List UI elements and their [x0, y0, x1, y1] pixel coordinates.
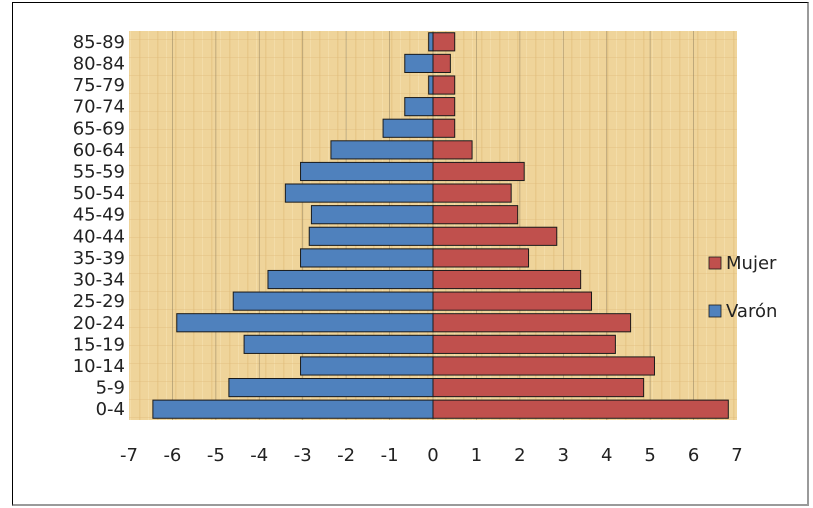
x-tick-label: -4 [250, 445, 268, 466]
bar-varon-85-89 [428, 32, 434, 52]
bar-mujer-75-79 [432, 75, 456, 95]
x-tick-label: 0 [427, 445, 438, 466]
legend-swatch [708, 256, 722, 270]
gridlines [172, 31, 694, 420]
category-label: 10-14 [73, 356, 125, 377]
category-label: 5-9 [96, 378, 125, 399]
x-tick-label: 3 [558, 445, 569, 466]
category-label: 70-74 [73, 97, 125, 118]
legend-label: Varón [726, 301, 777, 322]
bar-mujer-35-39 [432, 248, 530, 268]
bar-mujer-80-84 [432, 53, 451, 73]
category-labels: 0-45-910-1415-1920-2425-2930-3435-3940-4… [73, 32, 125, 420]
x-tick-label: -1 [381, 445, 399, 466]
bar-varon-40-44 [308, 226, 434, 246]
bar-varon-35-39 [300, 248, 434, 268]
bar-varon-50-54 [284, 183, 434, 203]
x-tick-label: 2 [514, 445, 525, 466]
bar-mujer-15-19 [432, 334, 616, 354]
bar-mujer-85-89 [432, 32, 456, 52]
category-label: 20-24 [73, 313, 125, 334]
category-label: 30-34 [73, 270, 125, 291]
category-label: 0-4 [96, 399, 125, 420]
bars [152, 32, 729, 419]
bar-mujer-55-59 [432, 161, 525, 182]
category-label: 75-79 [73, 75, 125, 96]
x-tick-label: -7 [120, 445, 138, 466]
bar-varon-45-49 [310, 205, 434, 225]
chart-frame: 0-4 5-9 10-14 15-19 20-24 25-29 30-34 35-39 40-4… [12, 2, 809, 506]
category-label: 15-19 [73, 334, 125, 355]
x-tick-label: -6 [163, 445, 181, 466]
x-tick-label: 4 [601, 445, 612, 466]
category-label: 55-59 [73, 161, 125, 182]
category-label: 50-54 [73, 183, 125, 204]
category-label: 85-89 [73, 32, 125, 53]
bar-varon-25-29 [232, 291, 434, 311]
legend-swatch [708, 304, 722, 318]
bar-mujer-10-14 [432, 356, 655, 376]
bar-mujer-5-9 [432, 378, 645, 398]
category-label: 45-49 [73, 205, 125, 226]
bar-mujer-70-74 [432, 97, 456, 117]
x-tick-label: 1 [471, 445, 482, 466]
bar-mujer-65-69 [432, 118, 456, 138]
bar-varon-0-4 [152, 399, 434, 419]
bar-mujer-25-29 [432, 291, 593, 311]
bar-varon-55-59 [300, 161, 434, 182]
bar-mujer-50-54 [432, 183, 512, 203]
bar-mujer-20-24 [432, 313, 632, 333]
category-label: 60-64 [73, 140, 125, 161]
x-tick-label: 5 [644, 445, 655, 466]
x-tick-label: -3 [294, 445, 312, 466]
bar-mujer-40-44 [432, 226, 558, 246]
bar-varon-60-64 [330, 140, 434, 160]
bar-mujer-45-49 [432, 205, 519, 225]
bar-varon-10-14 [300, 356, 434, 376]
bar-varon-30-34 [267, 269, 434, 290]
category-label: 80-84 [73, 53, 125, 74]
x-tick-label: -5 [207, 445, 225, 466]
population-pyramid-chart: 0-45-910-1415-1920-2425-2930-3435-3940-4… [73, 31, 777, 466]
category-label: 40-44 [73, 226, 125, 247]
bar-varon-65-69 [382, 118, 434, 138]
bar-varon-70-74 [404, 97, 434, 117]
x-tick-label: 7 [731, 445, 742, 466]
category-label: 65-69 [73, 118, 125, 139]
bar-mujer-30-34 [432, 269, 582, 290]
category-label: 25-29 [73, 291, 125, 312]
x-tick-label: -2 [337, 445, 355, 466]
legend: Mujer Varón [708, 253, 777, 322]
bar-varon-5-9 [228, 378, 434, 398]
bar-varon-15-19 [243, 334, 434, 354]
bar-varon-80-84 [404, 53, 434, 73]
x-tick-labels: -7 -6 -5 -4 -3 -2 -1 0 1 2 3 4 5 6 7 [120, 445, 743, 466]
bar-mujer-0-4 [432, 399, 729, 419]
legend-label: Mujer [726, 253, 777, 274]
x-tick-label: 6 [688, 445, 699, 466]
bar-varon-75-79 [428, 75, 434, 95]
bar-varon-20-24 [176, 313, 434, 333]
bar-mujer-60-64 [432, 140, 473, 160]
category-label: 35-39 [73, 248, 125, 269]
